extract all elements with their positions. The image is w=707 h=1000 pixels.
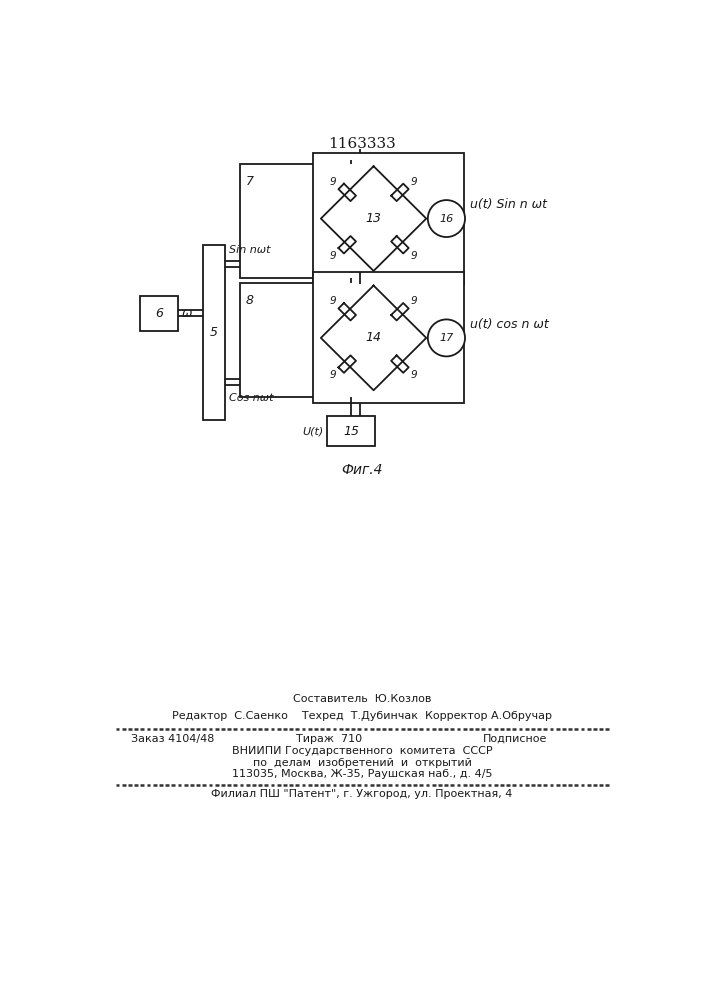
Text: Заказ 4104/48: Заказ 4104/48 [131, 734, 214, 744]
Text: 113035, Москва, Ж-35, Раушская наб., д. 4/5: 113035, Москва, Ж-35, Раушская наб., д. … [232, 769, 492, 779]
Text: U(t): U(t) [302, 426, 323, 436]
Text: Фиг.4: Фиг.4 [341, 463, 382, 477]
Text: 9: 9 [330, 177, 337, 187]
Text: ВНИИПИ Государственного  комитета  СССР: ВНИИПИ Государственного комитета СССР [232, 746, 492, 756]
Text: 7: 7 [246, 175, 254, 188]
Text: Подписное: Подписное [482, 734, 547, 744]
Bar [240, 164, 370, 278]
Bar [140, 296, 177, 331]
Text: 9: 9 [330, 370, 337, 380]
Text: 14: 14 [366, 331, 382, 344]
Text: 9: 9 [330, 251, 337, 261]
Text: ω: ω [182, 307, 192, 320]
Text: 9: 9 [411, 251, 417, 261]
Text: 9: 9 [411, 177, 417, 187]
Text: 8: 8 [246, 294, 254, 307]
Text: 16: 16 [439, 214, 454, 224]
Text: Sin nωt: Sin nωt [228, 245, 270, 255]
Bar [203, 245, 225, 420]
Circle shape [428, 200, 465, 237]
Text: 1163333: 1163333 [328, 137, 396, 151]
Bar [313, 272, 464, 403]
Circle shape [428, 319, 465, 356]
Bar [327, 416, 375, 446]
Text: 17: 17 [439, 333, 454, 343]
Text: 9: 9 [330, 296, 337, 306]
Text: u(t) cos n ωt: u(t) cos n ωt [470, 318, 549, 331]
Text: по  делам  изобретений  и  открытий: по делам изобретений и открытий [252, 758, 472, 768]
Text: Тираж  710: Тираж 710 [296, 734, 362, 744]
Text: Редактор  С.Саенко    Техред  Т.Дубинчак  Корректор А.Обручар: Редактор С.Саенко Техред Т.Дубинчак Корр… [172, 711, 552, 721]
Text: 5: 5 [210, 326, 218, 339]
Text: Филиал ПШ "Патент", г. Ужгород, ул. Проектная, 4: Филиал ПШ "Патент", г. Ужгород, ул. Прое… [211, 789, 513, 799]
Text: Cos nωt: Cos nωt [228, 393, 273, 403]
Bar [240, 283, 370, 397]
Text: 9: 9 [411, 296, 417, 306]
Text: 15: 15 [343, 425, 359, 438]
Text: 9: 9 [411, 370, 417, 380]
Text: Составитель  Ю.Козлов: Составитель Ю.Козлов [293, 694, 431, 704]
Text: 13: 13 [366, 212, 382, 225]
Text: 6: 6 [155, 307, 163, 320]
Text: u(t) Sin n ωt: u(t) Sin n ωt [470, 198, 547, 211]
Bar [313, 153, 464, 284]
